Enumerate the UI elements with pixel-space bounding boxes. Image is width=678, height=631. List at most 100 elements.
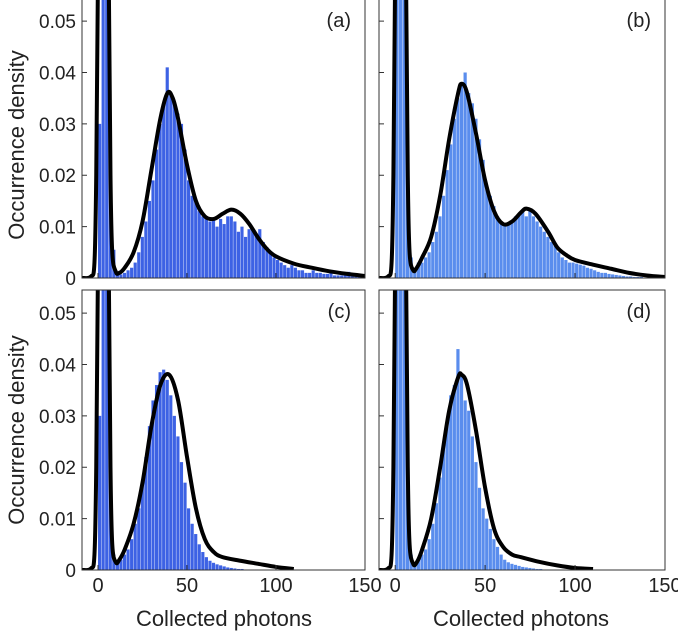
y-axis-label: Occurrence density <box>4 335 29 525</box>
histogram-bar <box>539 568 543 570</box>
histogram-bar <box>190 195 194 278</box>
histogram-bar <box>535 568 539 570</box>
histogram-bar <box>304 272 308 278</box>
histogram-bar <box>513 564 518 570</box>
x-tick-label: 100 <box>259 575 292 597</box>
plot-frame <box>81 289 366 571</box>
histogram-bar <box>279 262 283 278</box>
histogram-bar <box>236 568 241 570</box>
histogram-bar <box>549 242 554 278</box>
histogram-bar <box>350 276 354 278</box>
histogram-bar <box>158 372 162 570</box>
histogram-bar <box>179 462 184 570</box>
histogram-bar <box>283 265 287 278</box>
histogram-bar <box>607 273 611 278</box>
histogram-bar <box>251 229 255 278</box>
fit-curve <box>379 0 665 278</box>
histogram-bar <box>297 270 301 278</box>
histogram-bar <box>459 82 464 278</box>
histogram-bar <box>162 369 166 570</box>
histogram-bar <box>456 349 460 570</box>
histogram-bar <box>600 272 604 278</box>
histogram-bar <box>98 123 102 278</box>
histogram-bar <box>183 482 187 570</box>
histogram-bar <box>542 231 546 278</box>
histogram-bar <box>130 267 134 278</box>
histogram-bar <box>438 216 442 278</box>
histogram-bar <box>126 549 130 570</box>
histogram-bar <box>477 487 482 570</box>
panel-label: (a) <box>327 10 351 32</box>
histogram-bar <box>459 374 464 570</box>
histogram-bar <box>402 0 406 278</box>
histogram-bar <box>456 98 460 278</box>
histogram-bar <box>101 290 105 570</box>
histogram-bar <box>318 272 322 278</box>
panel-label: (b) <box>627 10 651 32</box>
histogram-bar <box>560 257 564 278</box>
histogram-bar <box>229 216 233 278</box>
histogram-bar <box>211 218 216 278</box>
histogram-bar <box>325 273 330 278</box>
y-tick-label: 0.05 <box>39 12 76 33</box>
histogram-bar <box>140 236 144 278</box>
histogram-bar <box>488 195 492 278</box>
histogram-bar <box>463 72 467 278</box>
histogram-bar <box>427 252 431 278</box>
panel-3 <box>379 290 594 570</box>
histogram-bar <box>503 224 507 278</box>
histogram-bar <box>211 562 216 570</box>
histogram-bar <box>517 213 521 278</box>
histogram-bar <box>431 242 435 278</box>
histogram-bar <box>204 557 208 570</box>
histogram-bar <box>226 216 230 278</box>
histogram-bar <box>434 503 438 570</box>
histogram-bar <box>499 554 503 570</box>
histogram-bar <box>144 221 148 278</box>
histogram-bar <box>219 565 223 570</box>
histogram-bar <box>101 0 105 278</box>
histogram-bar <box>528 208 532 278</box>
histogram-bar <box>311 270 315 278</box>
histogram-bar <box>151 180 155 278</box>
histogram-bar <box>398 290 402 570</box>
histogram-bar <box>308 272 312 278</box>
histogram-bar <box>445 421 449 570</box>
histogram-bar <box>165 379 169 570</box>
histogram-bar <box>194 534 198 570</box>
histogram-bar <box>336 275 340 278</box>
y-tick-label: 0.01 <box>39 510 76 531</box>
histogram-bar <box>488 528 492 570</box>
panel-label: (d) <box>627 301 651 323</box>
histogram-bar <box>449 395 453 570</box>
histogram-bar <box>467 93 471 278</box>
histogram-bar <box>122 554 127 570</box>
histogram-bar <box>470 103 474 278</box>
histogram-bar <box>201 552 205 570</box>
histogram-bar <box>467 410 471 570</box>
histogram-bar <box>503 559 507 570</box>
histogram-bar <box>524 216 528 278</box>
histogram-bar <box>194 200 198 278</box>
histogram-bar <box>528 567 532 570</box>
histogram-bar <box>158 123 162 278</box>
histogram-bar <box>481 508 485 570</box>
histogram-bar <box>485 185 489 278</box>
histogram-bar <box>553 244 557 278</box>
histogram-bar <box>137 252 141 278</box>
fit-curve <box>379 290 594 570</box>
histogram-bar <box>147 426 152 570</box>
histogram-bar <box>449 144 453 278</box>
histogram-bar <box>531 568 536 570</box>
histogram-bar <box>105 0 109 278</box>
histogram-bar <box>154 149 159 278</box>
y-tick-label: 0.02 <box>39 458 76 479</box>
histogram-bar <box>276 260 280 278</box>
histogram-bar <box>151 400 155 570</box>
histogram-bar <box>197 211 201 278</box>
histogram-bar <box>144 456 148 570</box>
fit-curve <box>82 290 295 570</box>
histogram-bar <box>119 274 123 278</box>
histogram-bar <box>222 224 226 278</box>
histogram-bar <box>332 275 337 278</box>
